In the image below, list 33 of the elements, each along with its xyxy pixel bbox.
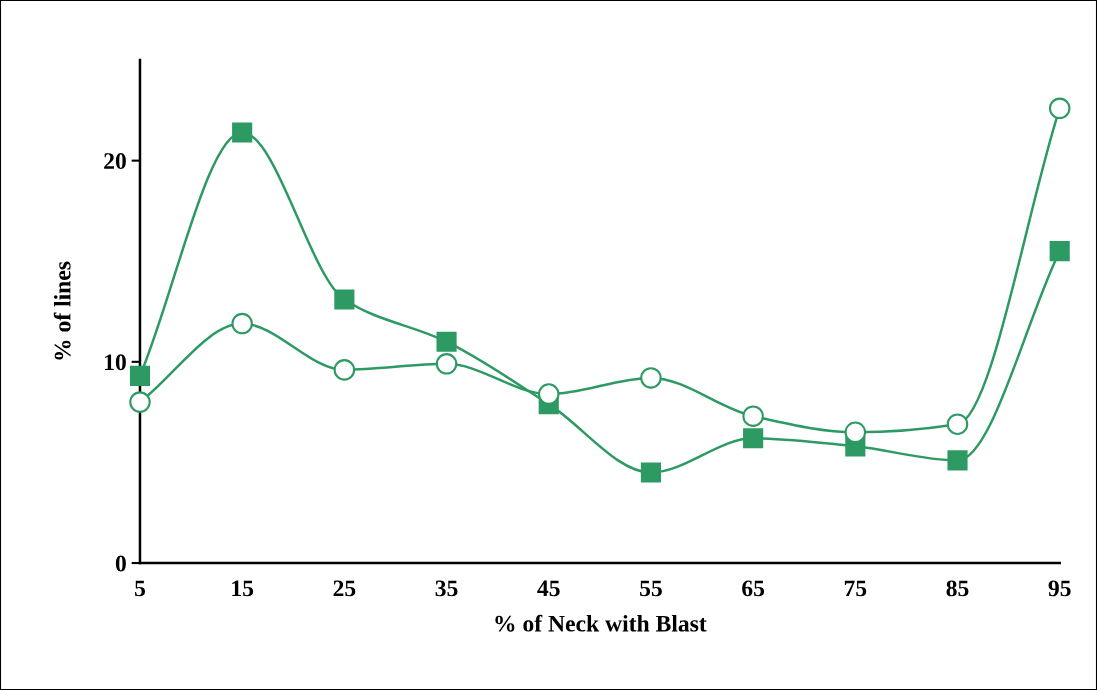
- point: [946, 413, 969, 435]
- point: [742, 405, 764, 427]
- x-tick-label: 25: [333, 580, 356, 597]
- point: [743, 428, 764, 449]
- point: [537, 383, 560, 405]
- y-axis-title: % of lines: [53, 261, 71, 360]
- point: [129, 391, 151, 413]
- x-tick-label: 75: [844, 580, 867, 597]
- point: [232, 122, 253, 143]
- point: [435, 353, 458, 375]
- y-tick-label: 20: [104, 153, 126, 170]
- y-tick-label: 0: [115, 555, 126, 572]
- x-tick-label: 35: [435, 580, 458, 597]
- x-axis-title: % of Neck with Blast: [495, 614, 707, 632]
- point: [231, 312, 253, 335]
- x-tick-label: 55: [640, 580, 662, 597]
- point: [333, 359, 356, 381]
- x-tick-label: 65: [742, 580, 765, 597]
- point: [947, 450, 968, 471]
- point: [640, 367, 662, 389]
- x-tick-label: 45: [537, 580, 560, 597]
- point: [1049, 241, 1070, 262]
- point: [129, 365, 151, 386]
- point: [844, 421, 867, 444]
- y-tick-label: 10: [105, 354, 126, 371]
- point: [1048, 97, 1071, 120]
- x-tick-label: 95: [1048, 580, 1071, 597]
- x-tick-label: 15: [232, 580, 254, 597]
- point: [334, 289, 355, 310]
- point: [436, 331, 457, 352]
- point: [640, 462, 661, 483]
- x-tick-label: 5: [135, 580, 146, 597]
- x-tick-label: 85: [946, 580, 969, 597]
